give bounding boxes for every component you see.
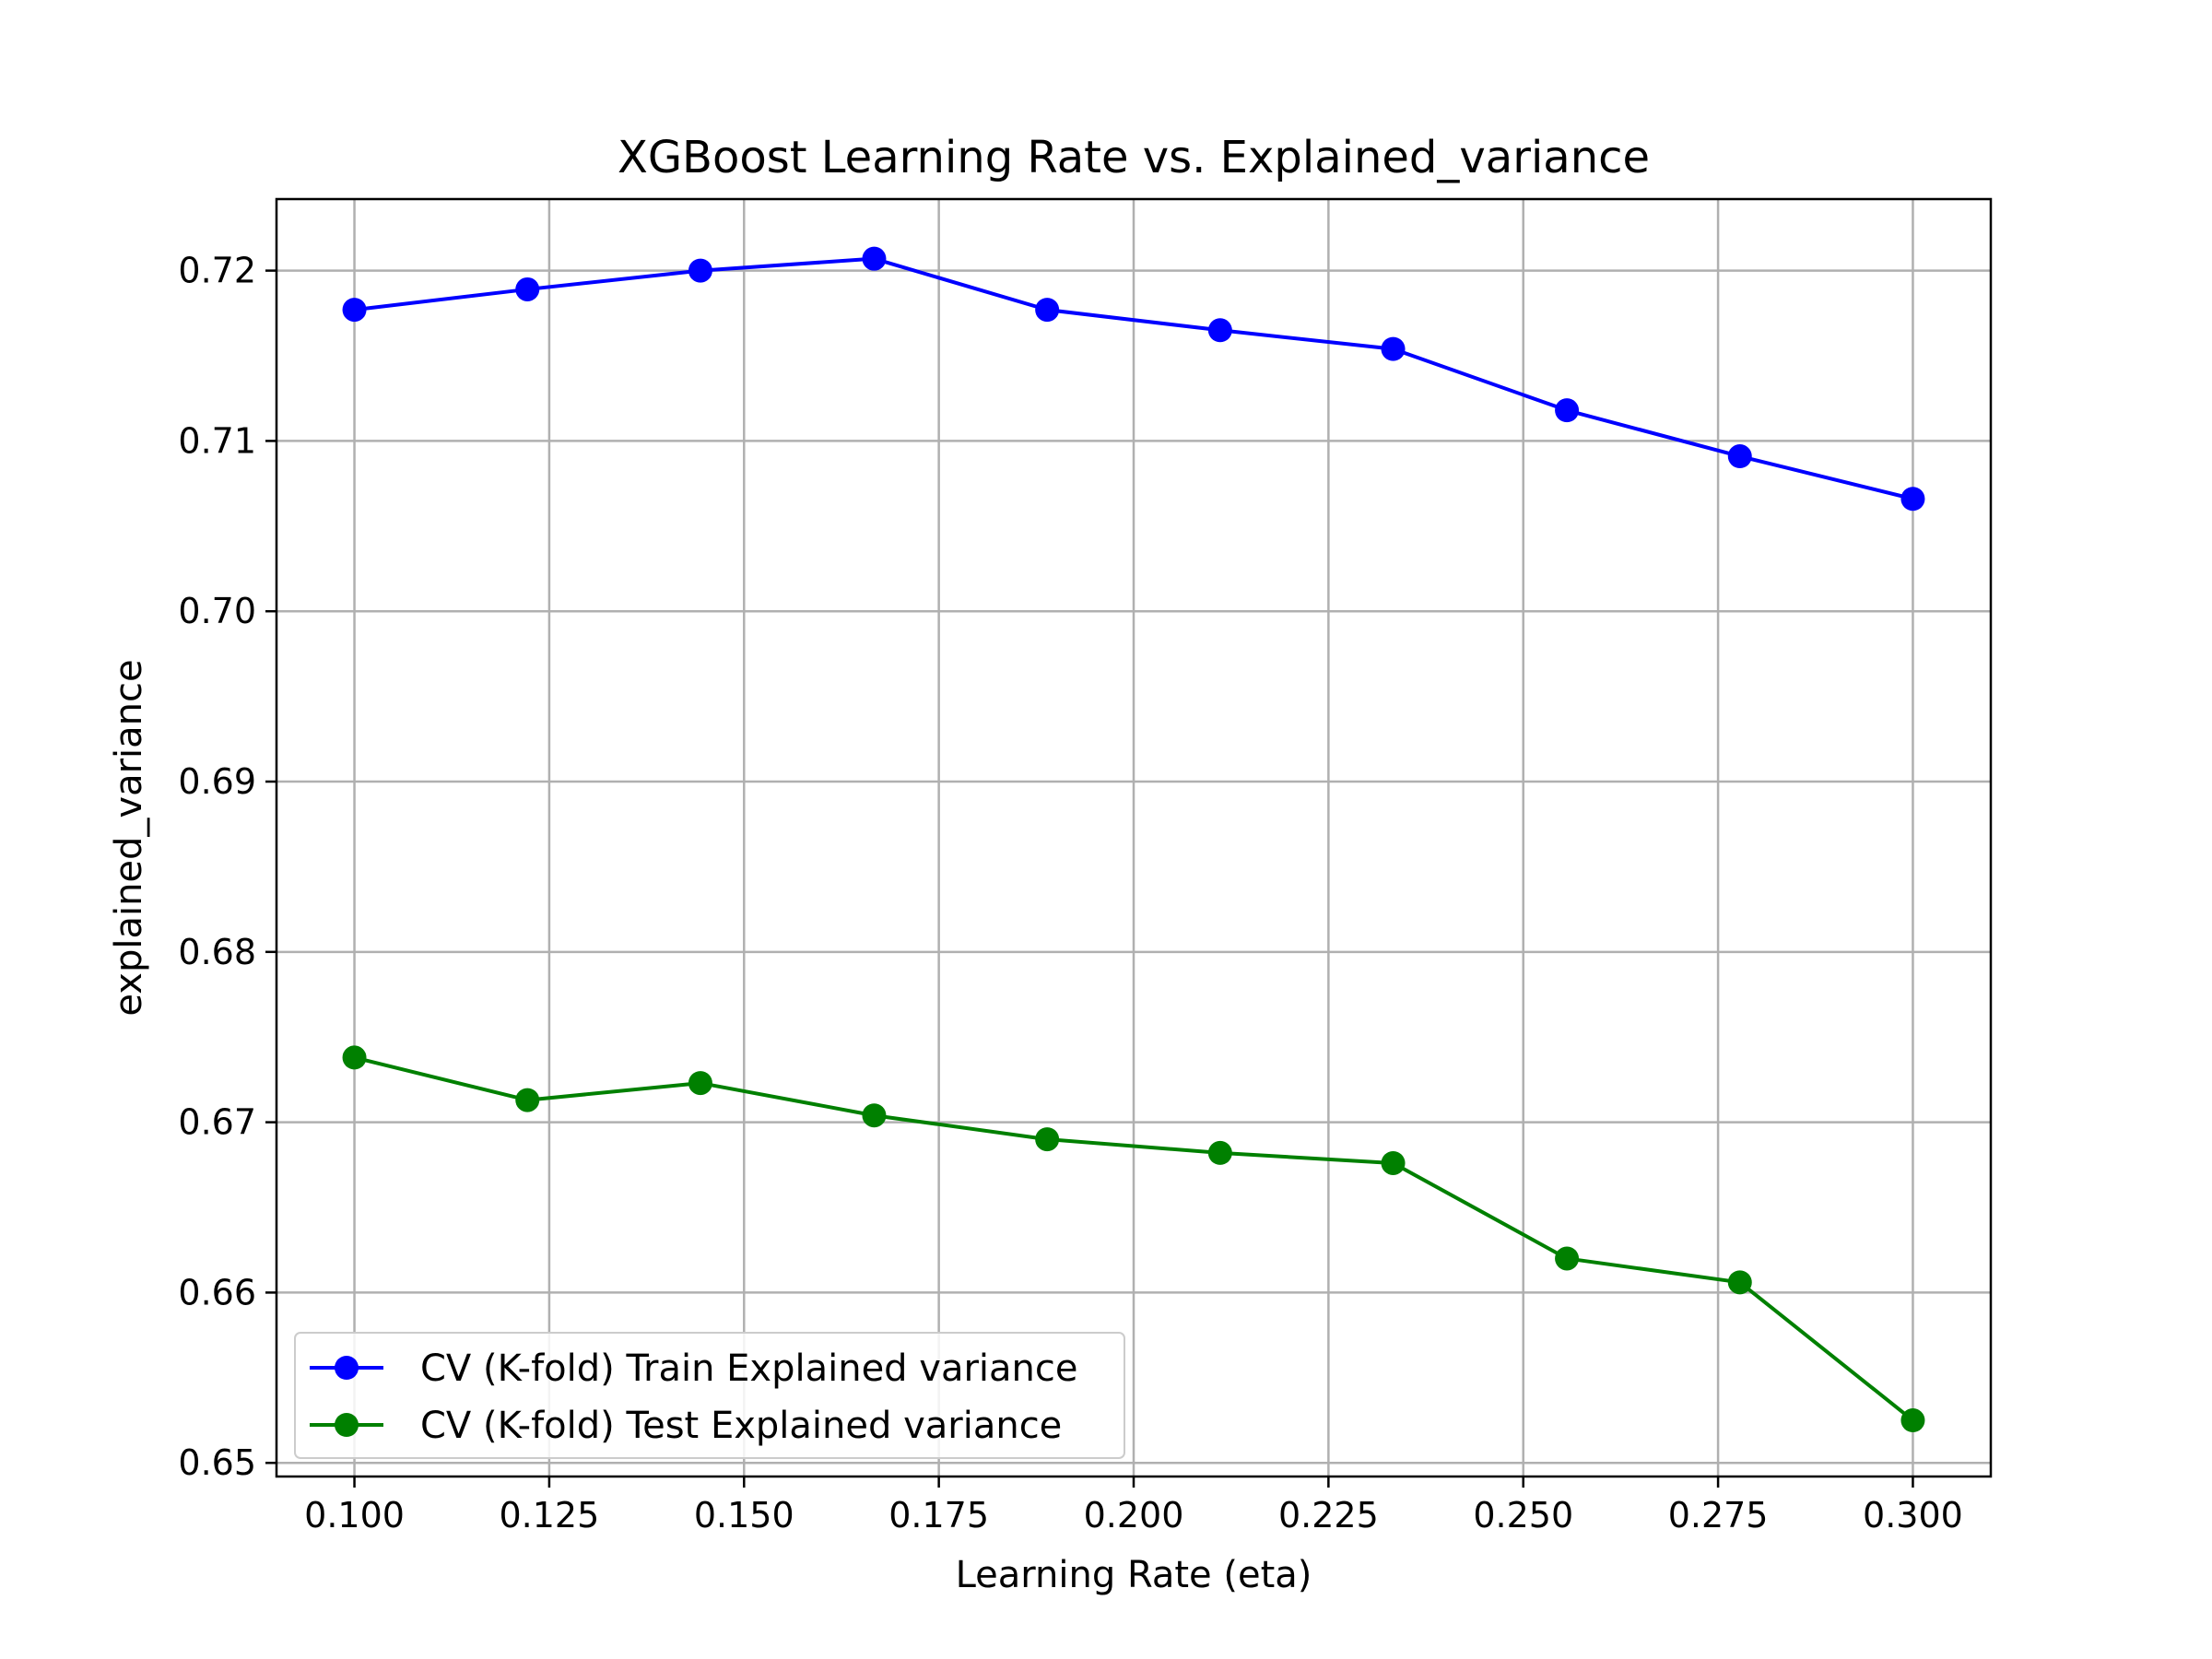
data-point xyxy=(342,298,367,323)
data-point xyxy=(1555,398,1580,423)
legend-box xyxy=(294,1332,1125,1459)
ticks: 0.100 0.125 0.150 0.175 0.200 0.225 0.250 0.275… xyxy=(178,251,1962,1535)
x-tick-label: 0.100 xyxy=(304,1495,405,1535)
y-tick-label: 0.72 xyxy=(178,251,256,291)
data-point xyxy=(1035,298,1060,323)
data-point xyxy=(688,258,712,283)
data-point xyxy=(1555,1246,1580,1271)
y-tick-label: 0.70 xyxy=(178,591,256,631)
legend-marker-2 xyxy=(335,1413,359,1437)
data-point xyxy=(1035,1127,1060,1152)
y-tick-label: 0.69 xyxy=(178,761,256,802)
x-tick-label: 0.125 xyxy=(500,1495,600,1535)
data-point xyxy=(515,1088,540,1112)
data-point xyxy=(515,276,540,301)
data-point xyxy=(1727,1270,1752,1295)
series-layer xyxy=(342,246,1925,1433)
data-point xyxy=(862,246,887,271)
data-point xyxy=(342,1045,367,1070)
y-tick-label: 0.68 xyxy=(178,932,256,972)
y-tick-label: 0.65 xyxy=(178,1442,256,1483)
chart-title: XGBoost Learning Rate vs. Explained_vari… xyxy=(618,132,1650,183)
x-tick-label: 0.175 xyxy=(888,1495,989,1535)
x-tick-label: 0.200 xyxy=(1084,1495,1184,1535)
data-point xyxy=(1207,1140,1232,1165)
y-tick-label: 0.66 xyxy=(178,1272,256,1312)
x-tick-label: 0.300 xyxy=(1863,1495,1963,1535)
data-point xyxy=(1381,1150,1406,1175)
legend-label-2: CV (K-fold) Test Explained variance xyxy=(420,1405,1062,1447)
data-point xyxy=(1727,444,1752,469)
grid xyxy=(276,199,1991,1477)
data-point xyxy=(1207,318,1232,343)
x-tick-label: 0.275 xyxy=(1668,1495,1769,1535)
data-point xyxy=(1900,1408,1925,1433)
y-tick-label: 0.67 xyxy=(178,1102,256,1143)
y-axis-label: explained_variance xyxy=(108,659,150,1016)
data-point xyxy=(1381,336,1406,361)
legend-label-1: CV (K-fold) Train Explained variance xyxy=(420,1347,1078,1390)
data-point xyxy=(1900,487,1925,512)
series-line-1 xyxy=(354,256,1913,501)
series-line-2 xyxy=(354,1055,1914,1422)
x-axis-label: Learning Rate (eta) xyxy=(956,1554,1312,1596)
x-tick-label: 0.150 xyxy=(694,1495,794,1535)
y-tick-label: 0.71 xyxy=(178,420,256,461)
legend-marker-1 xyxy=(335,1356,359,1380)
data-point xyxy=(862,1103,887,1128)
x-tick-label: 0.225 xyxy=(1278,1495,1379,1535)
x-tick-label: 0.250 xyxy=(1473,1495,1573,1535)
legend: CV (K-fold) Train Explained variance CV (… xyxy=(294,1332,1125,1459)
data-point xyxy=(688,1071,712,1096)
